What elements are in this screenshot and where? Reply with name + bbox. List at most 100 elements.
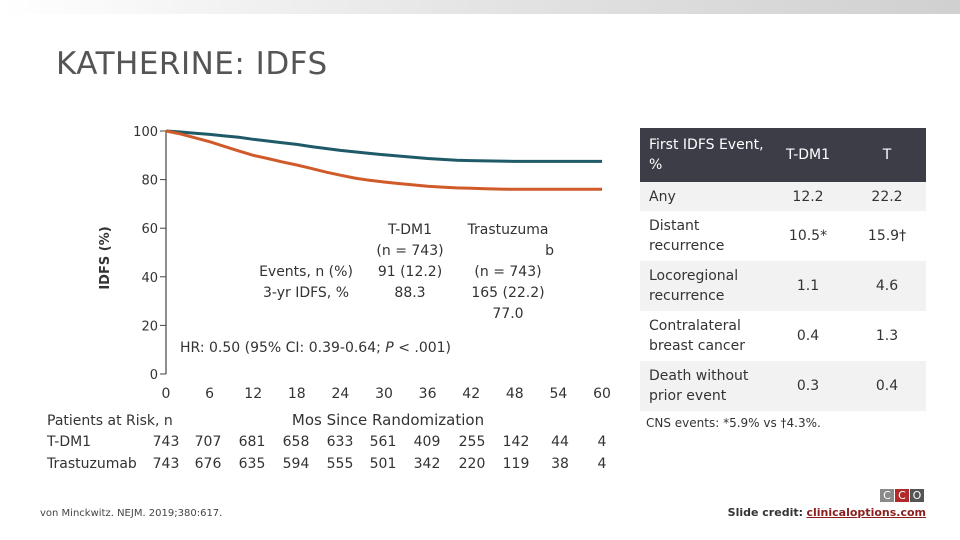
x-tick-label: 24 xyxy=(331,386,349,402)
event-label: Any xyxy=(640,182,768,211)
first-idfs-event-table: First IDFS Event, % T-DM1 T Any 12.2 22.2 D… xyxy=(640,128,926,411)
at-risk-value: 555 xyxy=(326,456,354,472)
tdm1-n: (n = 743) xyxy=(376,243,444,259)
trastuzumab-n: (n = 743) xyxy=(474,264,542,280)
at-risk-value: 4 xyxy=(597,456,607,472)
header-t: T xyxy=(848,128,926,182)
trastuzumab-idfs: 77.0 xyxy=(492,306,524,322)
at-risk-value: 142 xyxy=(502,434,530,450)
at-risk-value: 676 xyxy=(194,456,222,472)
at-risk-row-label: T-DM1 xyxy=(47,434,92,450)
y-tick-label: 40 xyxy=(141,271,158,286)
x-tick-label: 54 xyxy=(549,386,567,402)
hr-text: 0.50 (95% CI: 0.39-0.64; xyxy=(209,340,381,356)
tdm1-value: 0.3 xyxy=(768,361,848,411)
logo-letter-2: C xyxy=(895,489,909,502)
at-risk-row-label: Trastuzumab xyxy=(47,456,137,472)
event-table-row: Contralateral breast cancer 0.4 1.3 xyxy=(640,311,926,361)
at-risk-value: 635 xyxy=(238,456,266,472)
at-risk-value: 707 xyxy=(194,434,222,450)
citation: von Minckwitz. NEJM. 2019;380:617. xyxy=(40,508,223,519)
event-label: Death without prior event xyxy=(640,361,768,411)
t-value: 0.4 xyxy=(848,361,926,411)
t-value: 15.9† xyxy=(848,211,926,261)
p-text: < .001) xyxy=(398,340,452,356)
y-tick-label: 0 xyxy=(150,368,158,383)
x-tick-label: 30 xyxy=(375,386,393,402)
at-risk-value: 743 xyxy=(152,456,180,472)
chart-axes: 0 20 40 60 80 100 0 6 12 18 24 30 36 42 48 54 60 xyxy=(133,125,611,402)
event-label: Contralateral breast cancer xyxy=(640,311,768,361)
tdm1-value: 1.1 xyxy=(768,261,848,311)
at-risk-value: 658 xyxy=(282,434,310,450)
event-table-row: Locoregional recurrence 1.1 4.6 xyxy=(640,261,926,311)
t-value: 22.2 xyxy=(848,182,926,211)
credit-label: Slide credit: xyxy=(727,506,803,519)
t-value: 1.3 xyxy=(848,311,926,361)
at-risk-value: 501 xyxy=(369,456,397,472)
tdm1-events: 91 (12.2) xyxy=(377,264,443,280)
header-tdm1: T-DM1 xyxy=(768,128,848,182)
chart-curves xyxy=(165,129,602,191)
slide-title: KATHERINE: IDFS xyxy=(56,46,328,82)
p-label: P xyxy=(385,340,394,356)
at-risk-value: 4 xyxy=(597,434,607,450)
x-tick-label: 36 xyxy=(419,386,437,402)
event-table-row: Death without prior event 0.3 0.4 xyxy=(640,361,926,411)
at-risk-value: 44 xyxy=(551,434,569,450)
events-trastuzumab-column: Trastuzuma b (n = 743) 165 (22.2) 77.0 xyxy=(458,220,558,325)
x-axis-label: Mos Since Randomization xyxy=(292,411,484,429)
tdm1-header: T-DM1 xyxy=(387,222,433,238)
x-tick-label: 0 xyxy=(162,386,171,402)
tdm1-value: 0.4 xyxy=(768,311,848,361)
at-risk-value: 119 xyxy=(502,456,530,472)
y-tick-label: 60 xyxy=(141,222,158,237)
x-tick-label: 60 xyxy=(593,386,611,402)
series-line-trastuzumab xyxy=(165,129,602,191)
top-gradient-bar xyxy=(0,0,960,14)
credit-link[interactable]: clinicaloptions.com xyxy=(806,506,927,519)
at-risk-value: 743 xyxy=(152,434,180,450)
y-tick-label: 80 xyxy=(141,174,158,189)
event-label: Distant recurrence xyxy=(640,211,768,261)
events-label: Events, n (%) xyxy=(259,264,353,280)
x-tick-label: 12 xyxy=(244,386,262,402)
t-value: 4.6 xyxy=(848,261,926,311)
x-tick-label: 42 xyxy=(462,386,480,402)
x-tick-label: 6 xyxy=(205,386,214,402)
event-table-row: Any 12.2 22.2 xyxy=(640,182,926,211)
at-risk-value: 255 xyxy=(458,434,486,450)
hazard-ratio: HR: 0.50 (95% CI: 0.39-0.64; P < .001) xyxy=(180,340,451,356)
trastuzumab-header: Trastuzuma xyxy=(467,222,549,238)
at-risk-value: 220 xyxy=(458,456,486,472)
event-table-row: Distant recurrence 10.5* 15.9† xyxy=(640,211,926,261)
idfs-label: 3-yr IDFS, % xyxy=(262,285,349,301)
x-tick-label: 18 xyxy=(288,386,306,402)
logo-letter-1: C xyxy=(880,489,894,502)
events-tdm1-column: T-DM1 (n = 743) 91 (12.2) 88.3 xyxy=(362,220,458,304)
y-tick-label: 100 xyxy=(133,125,158,140)
y-tick-label: 20 xyxy=(141,319,158,334)
hr-prefix: HR: xyxy=(180,340,205,356)
logo-letter-3: O xyxy=(910,489,924,502)
at-risk-value: 633 xyxy=(326,434,354,450)
at-risk-value: 38 xyxy=(551,456,569,472)
at-risk-value: 561 xyxy=(369,434,397,450)
tdm1-value: 10.5* xyxy=(768,211,848,261)
y-axis-label: IDFS (%) xyxy=(98,226,113,289)
cns-footnote: CNS events: *5.9% vs †4.3%. xyxy=(646,416,821,430)
at-risk-value: 342 xyxy=(413,456,441,472)
at-risk-value: 594 xyxy=(282,456,310,472)
tdm1-value: 12.2 xyxy=(768,182,848,211)
slide-credit: Slide credit: clinicaloptions.com xyxy=(728,506,926,519)
trastuzumab-header-wrap: b xyxy=(545,243,554,259)
event-label: Locoregional recurrence xyxy=(640,261,768,311)
at-risk-value: 681 xyxy=(238,434,266,450)
x-tick-label: 48 xyxy=(506,386,524,402)
cco-logo: C C O xyxy=(880,489,925,502)
series-line-tdm1 xyxy=(165,129,602,163)
events-row-labels: Events, n (%) 3-yr IDFS, % xyxy=(244,262,368,304)
tdm1-idfs: 88.3 xyxy=(394,285,426,301)
at-risk-header: Patients at Risk, n xyxy=(47,413,173,429)
